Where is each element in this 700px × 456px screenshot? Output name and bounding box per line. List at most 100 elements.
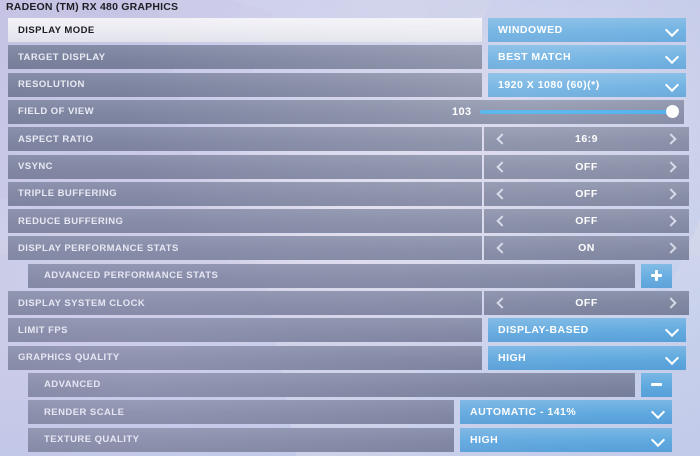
chevron-down-icon[interactable] xyxy=(664,77,680,92)
dropdown-value: HIGH xyxy=(498,351,527,364)
setting-row-display-performance-stats[interactable]: DISPLAY PERFORMANCE STATS ON xyxy=(0,236,700,261)
stepper-vsync[interactable]: OFF xyxy=(484,154,689,179)
stepper-value: OFF xyxy=(575,215,598,228)
stepper-value: OFF xyxy=(575,187,598,200)
setting-label-bar[interactable]: RENDER SCALE xyxy=(28,400,454,425)
setting-row-display-mode[interactable]: DISPLAY MODE WINDOWED xyxy=(0,18,700,42)
chevron-right-icon[interactable] xyxy=(665,133,677,145)
chevron-left-icon[interactable] xyxy=(496,242,508,255)
dropdown-target-display[interactable]: BEST MATCH xyxy=(488,45,686,70)
chevron-down-icon[interactable] xyxy=(650,432,666,447)
setting-label-bar[interactable]: ADVANCED xyxy=(28,372,635,397)
setting-row-advanced-performance-stats[interactable]: ADVANCED PERFORMANCE STATS xyxy=(0,263,700,288)
chevron-left-icon[interactable] xyxy=(496,133,508,145)
stepper-value: OFF xyxy=(575,297,598,309)
chevron-left-icon[interactable] xyxy=(496,297,508,309)
setting-label-bar[interactable]: TEXTURE QUALITY xyxy=(28,427,454,452)
dropdown-value: BEST MATCH xyxy=(498,51,572,64)
setting-label-bar[interactable]: TARGET DISPLAY xyxy=(8,45,482,70)
dropdown-limit-fps[interactable]: DISPLAY-BASED xyxy=(488,318,686,343)
slider-track[interactable] xyxy=(479,105,679,119)
dropdown-value: DISPLAY-BASED xyxy=(498,324,589,337)
stepper-aspect-ratio[interactable]: 16:9 xyxy=(484,127,689,152)
dropdown-value: AUTOMATIC - 141% xyxy=(470,406,577,419)
setting-row-graphics-quality[interactable]: GRAPHICS QUALITY HIGH xyxy=(0,345,700,370)
setting-label-bar[interactable]: DISPLAY SYSTEM CLOCK xyxy=(8,291,482,315)
setting-row-field-of-view[interactable]: FIELD OF VIEW 103 xyxy=(0,99,700,124)
plus-icon xyxy=(655,270,658,282)
setting-row-vsync[interactable]: VSYNC OFF xyxy=(0,154,700,179)
chevron-right-icon[interactable] xyxy=(665,215,677,227)
setting-label: VSYNC xyxy=(18,161,53,172)
chevron-down-icon[interactable] xyxy=(664,50,680,65)
setting-label: FIELD OF VIEW xyxy=(18,106,95,118)
dropdown-resolution[interactable]: 1920 X 1080 (60)(*) xyxy=(488,72,686,97)
stepper-value: OFF xyxy=(575,160,598,173)
dropdown-texture-quality[interactable]: HIGH xyxy=(460,427,672,452)
setting-label-bar[interactable]: DISPLAY MODE xyxy=(8,18,482,42)
stepper-value: 16:9 xyxy=(574,133,598,146)
setting-label-bar[interactable]: RESOLUTION xyxy=(8,72,482,97)
setting-label: TRIPLE BUFFERING xyxy=(18,188,118,200)
slider-value: 103 xyxy=(452,105,472,118)
chevron-right-icon[interactable] xyxy=(665,297,677,309)
setting-label: GRAPHICS QUALITY xyxy=(18,352,120,364)
setting-row-render-scale[interactable]: RENDER SCALE AUTOMATIC - 141% xyxy=(0,400,700,425)
chevron-right-icon[interactable] xyxy=(665,242,677,255)
setting-label: DISPLAY MODE xyxy=(18,24,95,36)
setting-label: ASPECT RATIO xyxy=(18,133,94,145)
setting-row-target-display[interactable]: TARGET DISPLAY BEST MATCH xyxy=(0,45,700,70)
setting-label-bar[interactable]: DISPLAY PERFORMANCE STATS xyxy=(8,236,482,261)
chevron-right-icon[interactable] xyxy=(665,160,677,173)
chevron-down-icon[interactable] xyxy=(664,350,680,365)
dropdown-display-mode[interactable]: WINDOWED xyxy=(488,18,686,42)
setting-label: TARGET DISPLAY xyxy=(18,51,106,63)
stepper-reduce-buffering[interactable]: OFF xyxy=(484,209,689,234)
setting-row-aspect-ratio[interactable]: ASPECT RATIO 16:9 xyxy=(0,127,700,152)
chevron-down-icon[interactable] xyxy=(664,22,680,38)
setting-label: LIMIT FPS xyxy=(18,324,68,336)
slider-field-of-view[interactable]: 103 xyxy=(452,100,679,124)
setting-row-triple-buffering[interactable]: TRIPLE BUFFERING OFF xyxy=(0,181,700,206)
setting-label: DISPLAY PERFORMANCE STATS xyxy=(18,242,179,254)
setting-label: RENDER SCALE xyxy=(44,406,125,418)
chevron-left-icon[interactable] xyxy=(496,188,508,200)
chevron-down-icon[interactable] xyxy=(650,405,666,420)
collapse-button[interactable] xyxy=(641,372,672,397)
chevron-down-icon[interactable] xyxy=(664,323,680,338)
setting-row-limit-fps[interactable]: LIMIT FPS DISPLAY-BASED xyxy=(0,318,700,343)
chevron-left-icon[interactable] xyxy=(496,215,508,227)
expand-button[interactable] xyxy=(641,263,672,288)
setting-label-bar[interactable]: LIMIT FPS xyxy=(8,318,482,343)
chevron-right-icon[interactable] xyxy=(665,188,677,200)
setting-label-bar[interactable]: ADVANCED PERFORMANCE STATS xyxy=(28,263,635,288)
setting-label-bar[interactable]: ASPECT RATIO xyxy=(8,127,482,152)
setting-label: DISPLAY SYSTEM CLOCK xyxy=(18,297,146,309)
setting-label: REDUCE BUFFERING xyxy=(18,215,124,227)
setting-label-bar[interactable]: REDUCE BUFFERING xyxy=(8,209,482,234)
stepper-value: ON xyxy=(578,242,595,255)
setting-row-resolution[interactable]: RESOLUTION 1920 X 1080 (60)(*) xyxy=(0,72,700,97)
chevron-left-icon[interactable] xyxy=(496,160,508,173)
stepper-display-system-clock[interactable]: OFF xyxy=(484,291,689,315)
dropdown-value: 1920 X 1080 (60)(*) xyxy=(498,78,600,91)
dropdown-render-scale[interactable]: AUTOMATIC - 141% xyxy=(460,400,672,425)
setting-label-bar[interactable]: VSYNC xyxy=(8,154,482,179)
stepper-triple-buffering[interactable]: OFF xyxy=(484,181,689,206)
minus-icon xyxy=(651,383,662,387)
setting-row-reduce-buffering[interactable]: REDUCE BUFFERING OFF xyxy=(0,209,700,234)
setting-label-bar[interactable]: GRAPHICS QUALITY xyxy=(8,345,482,370)
setting-label-bar[interactable]: TRIPLE BUFFERING xyxy=(8,181,482,206)
page-title: RADEON (TM) RX 480 GRAPHICS xyxy=(6,1,179,13)
setting-label: ADVANCED PERFORMANCE STATS xyxy=(44,270,219,282)
setting-row-texture-quality[interactable]: TEXTURE QUALITY HIGH xyxy=(0,427,700,452)
dropdown-graphics-quality[interactable]: HIGH xyxy=(488,345,686,370)
dropdown-value: HIGH xyxy=(470,433,499,446)
stepper-display-performance-stats[interactable]: ON xyxy=(484,236,689,261)
setting-label: ADVANCED xyxy=(44,379,101,391)
setting-label: TEXTURE QUALITY xyxy=(44,434,140,445)
dropdown-value: WINDOWED xyxy=(498,24,563,36)
setting-row-display-system-clock[interactable]: DISPLAY SYSTEM CLOCK OFF xyxy=(0,291,700,315)
setting-row-advanced[interactable]: ADVANCED xyxy=(0,372,700,397)
